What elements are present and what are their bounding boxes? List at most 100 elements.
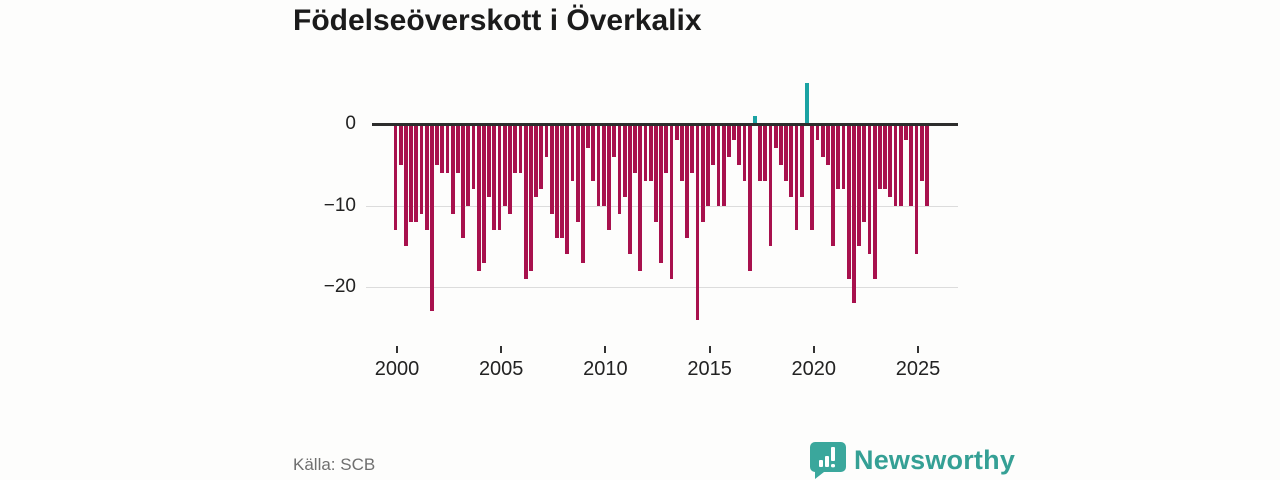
x-axis-tick-mark bbox=[604, 346, 607, 353]
bar-2011-Q2 bbox=[627, 124, 632, 255]
bar-2007-Q3 bbox=[549, 124, 554, 214]
bar-2013-Q4 bbox=[680, 124, 684, 182]
y-axis-tick-label: −20 bbox=[323, 276, 356, 297]
bar-2020-Q2 bbox=[815, 124, 820, 141]
bar-2015-Q1 bbox=[706, 124, 710, 206]
bar-2021-Q1 bbox=[831, 124, 835, 247]
bar-2015-Q2 bbox=[711, 124, 716, 165]
bar-2019-Q1 bbox=[789, 124, 794, 198]
bar-2017-Q2 bbox=[752, 115, 757, 124]
bar-2024-Q1 bbox=[893, 124, 898, 206]
bar-2018-Q3 bbox=[779, 124, 783, 165]
bar-2002-Q4 bbox=[450, 124, 455, 214]
bar-2006-Q1 bbox=[518, 124, 523, 173]
y-axis-tick-label: 0 bbox=[345, 113, 356, 134]
bar-2016-Q4 bbox=[742, 124, 747, 182]
bar-2010-Q3 bbox=[612, 124, 617, 157]
bar-2000-Q4 bbox=[409, 124, 413, 222]
bar-2001-Q1 bbox=[414, 124, 419, 222]
bar-2003-Q2 bbox=[461, 124, 466, 239]
bar-2022-Q2 bbox=[857, 124, 861, 247]
bar-2011-Q4 bbox=[638, 124, 643, 271]
bar-2003-Q4 bbox=[471, 124, 476, 190]
x-axis-tick-mark bbox=[500, 346, 503, 353]
bar-2014-Q2 bbox=[690, 124, 695, 173]
x-axis-tick-label: 2005 bbox=[478, 358, 524, 380]
x-axis-tick-label: 2025 bbox=[895, 358, 941, 380]
x-axis-tick-label: 2020 bbox=[791, 358, 837, 380]
bar-2023-Q4 bbox=[888, 124, 893, 198]
bar-2018-Q2 bbox=[773, 124, 778, 149]
x-axis-tick-mark bbox=[708, 346, 711, 353]
bar-2002-Q1 bbox=[435, 124, 439, 165]
bar-2016-Q1 bbox=[726, 124, 731, 157]
bar-2013-Q3 bbox=[674, 124, 679, 141]
bar-2008-Q2 bbox=[565, 124, 570, 255]
bar-2020-Q4 bbox=[825, 124, 830, 165]
x-axis-zero-line bbox=[372, 122, 958, 126]
y-axis-tick-label: −10 bbox=[323, 194, 356, 216]
bar-2024-Q4 bbox=[909, 124, 914, 206]
bar-2007-Q2 bbox=[544, 124, 549, 157]
bar-2006-Q2 bbox=[523, 124, 528, 279]
x-axis-tick-mark bbox=[812, 346, 815, 353]
bar-2004-Q2 bbox=[482, 124, 486, 263]
bar-2022-Q4 bbox=[867, 124, 872, 255]
bar-2011-Q3 bbox=[633, 124, 637, 173]
bar-2025-Q2 bbox=[919, 124, 924, 182]
bar-2010-Q1 bbox=[601, 124, 606, 206]
bar-2012-Q3 bbox=[654, 124, 658, 222]
bar-2023-Q2 bbox=[878, 124, 882, 190]
newsworthy-logo-icon bbox=[810, 441, 846, 479]
bar-2024-Q2 bbox=[898, 124, 903, 206]
bar-2018-Q1 bbox=[768, 124, 773, 247]
bar-2008-Q4 bbox=[575, 124, 580, 222]
bar-2010-Q4 bbox=[617, 124, 622, 214]
bar-2011-Q1 bbox=[622, 124, 627, 198]
bar-2024-Q3 bbox=[904, 124, 908, 141]
gridline-y--20 bbox=[366, 287, 958, 288]
bar-2023-Q1 bbox=[872, 124, 877, 279]
bar-2005-Q1 bbox=[497, 124, 502, 230]
bar-2000-Q1 bbox=[393, 124, 398, 230]
bar-2000-Q3 bbox=[403, 124, 408, 247]
bar-2014-Q3 bbox=[695, 124, 700, 320]
bar-2019-Q3 bbox=[799, 124, 804, 198]
source-note: Källa: SCB bbox=[293, 455, 376, 474]
x-axis-tick-label: 2000 bbox=[374, 358, 420, 380]
bar-2013-Q1 bbox=[664, 124, 669, 173]
bar-2013-Q2 bbox=[669, 124, 674, 279]
bar-2006-Q4 bbox=[534, 124, 538, 198]
bar-2010-Q2 bbox=[607, 124, 611, 230]
bar-2019-Q2 bbox=[794, 124, 799, 230]
bar-2012-Q2 bbox=[648, 124, 653, 182]
bar-2003-Q3 bbox=[466, 124, 471, 206]
bar-2023-Q3 bbox=[883, 124, 888, 190]
brand-name: Newsworthy bbox=[854, 444, 1016, 475]
bar-2015-Q4 bbox=[721, 124, 726, 206]
bar-2009-Q3 bbox=[591, 124, 596, 182]
x-axis-tick-label: 2015 bbox=[687, 358, 732, 380]
bar-2004-Q3 bbox=[487, 124, 492, 198]
bar-2004-Q4 bbox=[492, 124, 497, 230]
bar-2014-Q1 bbox=[685, 124, 690, 239]
bar-2001-Q4 bbox=[429, 124, 434, 312]
bar-2021-Q4 bbox=[846, 124, 851, 279]
bar-2002-Q3 bbox=[445, 124, 450, 173]
bar-2017-Q3 bbox=[758, 124, 762, 182]
bar-2009-Q2 bbox=[586, 124, 591, 149]
bar-2022-Q3 bbox=[862, 124, 867, 222]
bar-2017-Q1 bbox=[747, 124, 752, 271]
bar-2019-Q4 bbox=[805, 83, 809, 124]
bar-2001-Q3 bbox=[424, 124, 429, 230]
x-axis-tick-mark bbox=[917, 346, 919, 353]
bar-2006-Q3 bbox=[528, 124, 533, 271]
bar-2009-Q1 bbox=[581, 124, 585, 263]
bar-2000-Q2 bbox=[398, 124, 403, 165]
bar-2020-Q1 bbox=[810, 124, 815, 230]
bar-2008-Q3 bbox=[570, 124, 575, 182]
bar-2004-Q1 bbox=[476, 124, 481, 271]
bar-2001-Q2 bbox=[419, 124, 424, 214]
newsworthy-brand: Newsworthy bbox=[810, 441, 1015, 479]
